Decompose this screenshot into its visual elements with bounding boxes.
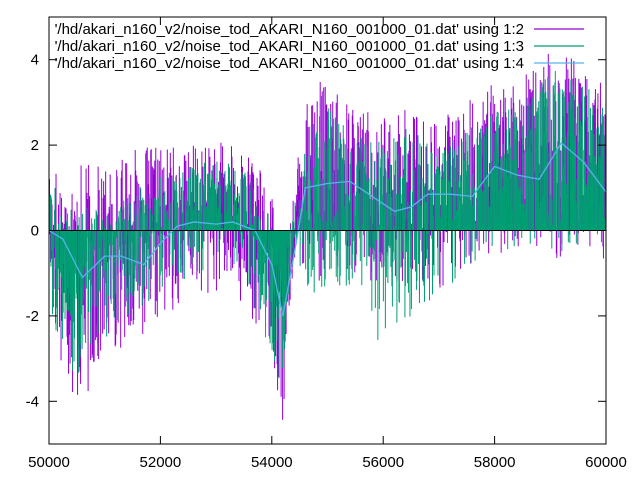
legend-entry-label: '/hd/akari_n160_v2/noise_tod_AKARI_N160_…: [55, 55, 524, 72]
x-tick-label: 58000: [474, 454, 516, 471]
x-tick-label: 52000: [140, 454, 182, 471]
y-tick-label: 2: [31, 137, 39, 154]
legend-entry-label: '/hd/akari_n160_v2/noise_tod_AKARI_N160_…: [55, 21, 524, 38]
series-3-line: [49, 141, 606, 317]
series-3: [49, 141, 606, 317]
series-layer: [49, 53, 606, 420]
x-tick-label: 54000: [251, 454, 293, 471]
x-tick-label: 50000: [28, 454, 70, 471]
legend: '/hd/akari_n160_v2/noise_tod_AKARI_N160_…: [55, 21, 584, 72]
series-2: [49, 70, 606, 379]
x-tick-label: 60000: [585, 454, 627, 471]
plot-area: [49, 53, 606, 420]
y-tick-label: -4: [26, 393, 39, 410]
y-tick-label: 4: [31, 52, 39, 69]
y-tick-label: 0: [31, 223, 39, 240]
x-tick-label: 56000: [362, 454, 404, 471]
y-tick-label: -2: [26, 308, 39, 325]
axes-layer: 50000 52000 54000 56000 58000 60000 -4 -2 0 2 4: [26, 16, 627, 471]
legend-entry-label: '/hd/akari_n160_v2/noise_tod_AKARI_N160_…: [55, 38, 524, 55]
